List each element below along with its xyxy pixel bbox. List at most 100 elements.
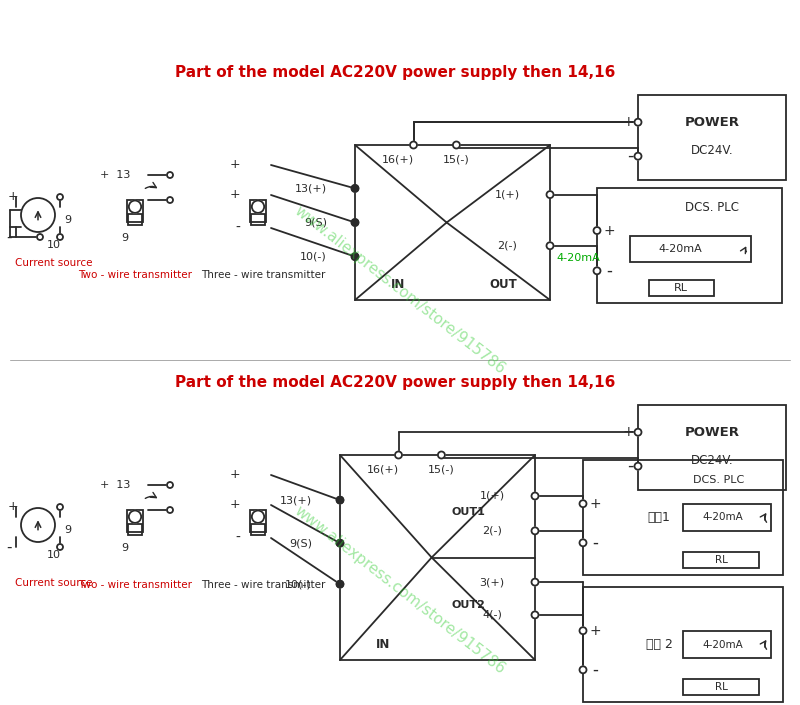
Circle shape — [546, 191, 554, 198]
Circle shape — [351, 185, 358, 192]
Circle shape — [351, 219, 358, 226]
Circle shape — [337, 539, 343, 546]
Circle shape — [410, 142, 417, 149]
Circle shape — [634, 153, 642, 160]
Text: OUT2: OUT2 — [452, 600, 486, 610]
Text: +: + — [230, 498, 240, 512]
Text: 15(-): 15(-) — [428, 464, 454, 474]
Text: POWER: POWER — [685, 426, 739, 439]
Text: 3(+): 3(+) — [479, 577, 505, 587]
Text: Three - wire transmitter: Three - wire transmitter — [201, 270, 325, 280]
Text: 10(-): 10(-) — [286, 579, 312, 589]
Text: OUT1: OUT1 — [452, 508, 486, 517]
Text: DCS. PLC: DCS. PLC — [685, 201, 738, 214]
Circle shape — [57, 194, 63, 200]
Text: -: - — [6, 230, 11, 245]
Circle shape — [453, 142, 460, 149]
Circle shape — [351, 219, 358, 226]
Circle shape — [337, 581, 343, 588]
Text: -: - — [592, 534, 598, 552]
Circle shape — [252, 200, 264, 213]
Text: 13(+): 13(+) — [295, 183, 327, 193]
Text: 10: 10 — [47, 240, 61, 250]
Bar — [250, 200, 266, 221]
Bar — [355, 145, 550, 300]
Circle shape — [337, 496, 343, 503]
Circle shape — [579, 666, 586, 673]
Circle shape — [167, 197, 173, 203]
Text: -: - — [6, 539, 11, 555]
Text: 10: 10 — [47, 550, 61, 560]
Text: IN: IN — [376, 639, 390, 651]
Text: +: + — [603, 223, 615, 238]
Circle shape — [21, 508, 55, 542]
Bar — [127, 214, 142, 226]
Circle shape — [579, 539, 586, 546]
Text: 通道 2: 通道 2 — [646, 638, 673, 651]
Text: 4-20mA: 4-20mA — [659, 244, 702, 254]
Circle shape — [579, 501, 586, 507]
Bar — [597, 188, 782, 303]
Text: +  13: + 13 — [100, 480, 130, 490]
Text: 4-20mA: 4-20mA — [556, 253, 600, 263]
Circle shape — [546, 243, 554, 250]
Text: -: - — [235, 531, 240, 545]
Text: +: + — [8, 501, 18, 513]
Text: 4(-): 4(-) — [482, 610, 502, 620]
Text: Two - wire transmitter: Two - wire transmitter — [78, 270, 192, 280]
Text: www.aliexpress.com/store/915786: www.aliexpress.com/store/915786 — [292, 203, 508, 377]
Text: DC24V.: DC24V. — [690, 144, 734, 157]
Text: +: + — [589, 497, 601, 510]
Text: Part of the model AC220V power supply then 14,16: Part of the model AC220V power supply th… — [175, 64, 615, 80]
Text: OUT: OUT — [490, 278, 517, 290]
Circle shape — [531, 579, 538, 586]
Bar — [583, 587, 783, 702]
Circle shape — [252, 510, 264, 523]
Bar — [683, 631, 771, 658]
Bar — [340, 455, 535, 660]
Circle shape — [57, 234, 63, 240]
Circle shape — [634, 462, 642, 470]
Text: +: + — [230, 159, 240, 171]
Bar — [683, 503, 771, 532]
Circle shape — [37, 234, 43, 240]
Circle shape — [531, 493, 538, 500]
Bar — [126, 200, 143, 221]
Bar — [127, 525, 142, 535]
Bar — [638, 95, 786, 180]
Bar — [126, 510, 143, 532]
Bar — [630, 236, 750, 262]
Circle shape — [351, 253, 358, 260]
Text: +: + — [622, 425, 634, 439]
Circle shape — [594, 227, 601, 234]
Text: 1(+): 1(+) — [494, 190, 520, 200]
Text: 4-20mA: 4-20mA — [702, 639, 743, 649]
Circle shape — [531, 611, 538, 618]
Text: 4-20mA: 4-20mA — [702, 513, 743, 522]
Circle shape — [167, 172, 173, 178]
Text: Current source: Current source — [15, 258, 93, 268]
Bar — [583, 460, 783, 575]
Circle shape — [594, 267, 601, 274]
Text: 9: 9 — [64, 215, 71, 225]
Text: 13(+): 13(+) — [280, 495, 312, 505]
Circle shape — [337, 581, 343, 588]
Text: Part of the model AC220V power supply then 14,16: Part of the model AC220V power supply th… — [175, 376, 615, 391]
Text: +: + — [230, 469, 240, 482]
Text: +: + — [230, 188, 240, 202]
Text: -: - — [592, 661, 598, 679]
Text: Two - wire transmitter: Two - wire transmitter — [78, 580, 192, 590]
Text: RL: RL — [714, 555, 727, 565]
Circle shape — [167, 482, 173, 488]
Bar — [649, 280, 714, 296]
Bar — [250, 214, 266, 226]
Circle shape — [579, 627, 586, 634]
Text: 9(S): 9(S) — [304, 218, 327, 228]
Text: +  13: + 13 — [100, 170, 130, 180]
Text: -: - — [235, 221, 240, 235]
Bar — [683, 552, 759, 568]
Circle shape — [395, 451, 402, 458]
Bar — [683, 679, 759, 695]
Text: 9: 9 — [122, 233, 129, 243]
Text: 9: 9 — [122, 543, 129, 553]
